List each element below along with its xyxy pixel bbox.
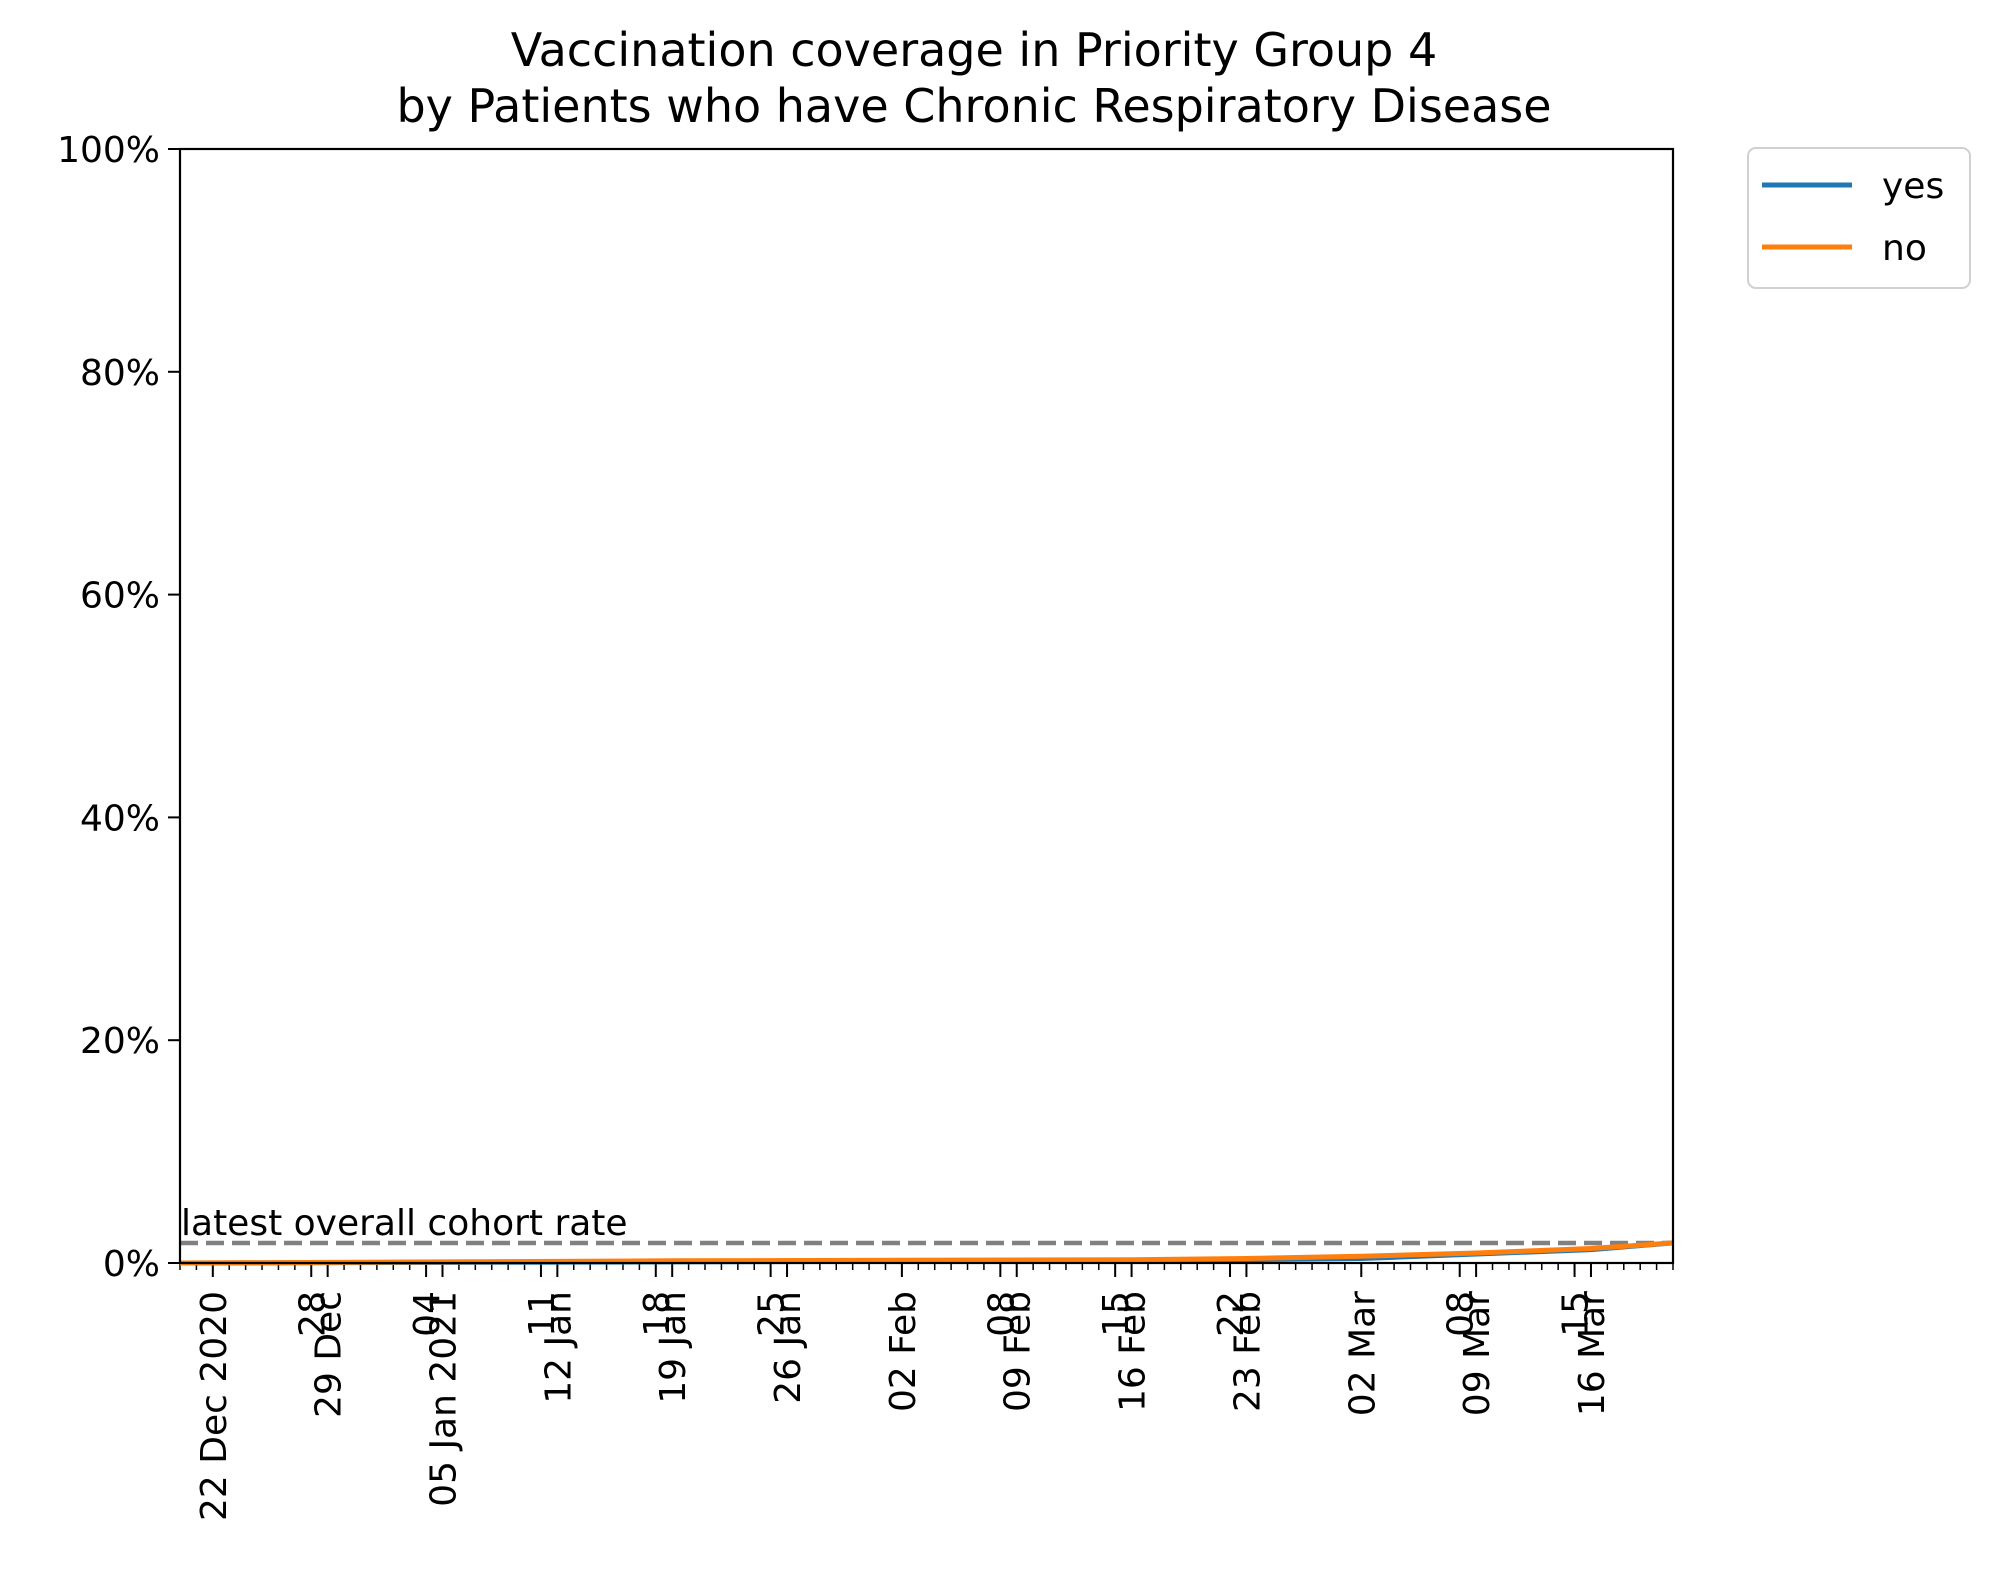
- x-tick-label: 28: [292, 1291, 333, 1337]
- x-tick-label: 25: [752, 1291, 793, 1337]
- x-tick-label: 22: [1211, 1291, 1252, 1337]
- legend-label-no: no: [1882, 228, 1927, 269]
- chart-title: Vaccination coverage in Priority Group 4: [511, 23, 1438, 77]
- x-tick-label: 18: [637, 1291, 678, 1337]
- x-tick-label: 26 Jan: [768, 1291, 809, 1404]
- y-axis: 0% 20% 40% 60% 80% 100%: [57, 130, 180, 1285]
- y-tick-label: 60%: [80, 576, 160, 617]
- x-tick-label: 02 Feb: [883, 1291, 924, 1412]
- x-tick-label: 22 Dec 2020: [194, 1291, 235, 1521]
- y-tick-label: 40%: [80, 798, 160, 839]
- x-tick-label: 15: [1556, 1291, 1597, 1337]
- x-tick-label: 09 Mar: [1457, 1291, 1498, 1416]
- chart-subtitle: by Patients who have Chronic Respiratory…: [396, 79, 1551, 133]
- reference-line-group: latest overall cohort rate: [180, 1203, 1673, 1246]
- x-tick-label: 11: [522, 1291, 563, 1337]
- x-tick-label: 12 Jan: [538, 1291, 579, 1404]
- x-tick-label: 15: [1096, 1291, 1137, 1337]
- legend: yes no: [1747, 147, 1971, 289]
- x-tick-label: 23 Feb: [1227, 1291, 1268, 1412]
- x-tick-label: 09 Feb: [998, 1291, 1039, 1412]
- x-tick-label: 16 Mar: [1572, 1291, 1613, 1416]
- y-tick-label: 0%: [103, 1244, 160, 1285]
- plot-area-frame: [178, 147, 1675, 1265]
- y-tick-label: 80%: [80, 353, 160, 394]
- x-tick-label: 19 Jan: [653, 1291, 694, 1404]
- legend-label-yes: yes: [1882, 166, 1944, 207]
- x-tick-label: 29 Dec: [309, 1291, 350, 1418]
- y-tick-label: 100%: [57, 130, 160, 171]
- x-tick-label: 08: [981, 1291, 1022, 1337]
- series-group: [179, 1240, 1674, 1266]
- reference-line-label: latest overall cohort rate: [181, 1203, 628, 1244]
- x-tick-label: 02 Mar: [1342, 1291, 1383, 1416]
- x-tick-label: 08: [1441, 1291, 1482, 1337]
- series-line-no: [179, 1240, 1674, 1266]
- x-tick-label: 16 Feb: [1113, 1291, 1154, 1412]
- y-tick-label: 20%: [80, 1021, 160, 1062]
- x-tick-label: 04: [407, 1291, 448, 1337]
- x-tick-label: 05 Jan 2021: [424, 1291, 465, 1507]
